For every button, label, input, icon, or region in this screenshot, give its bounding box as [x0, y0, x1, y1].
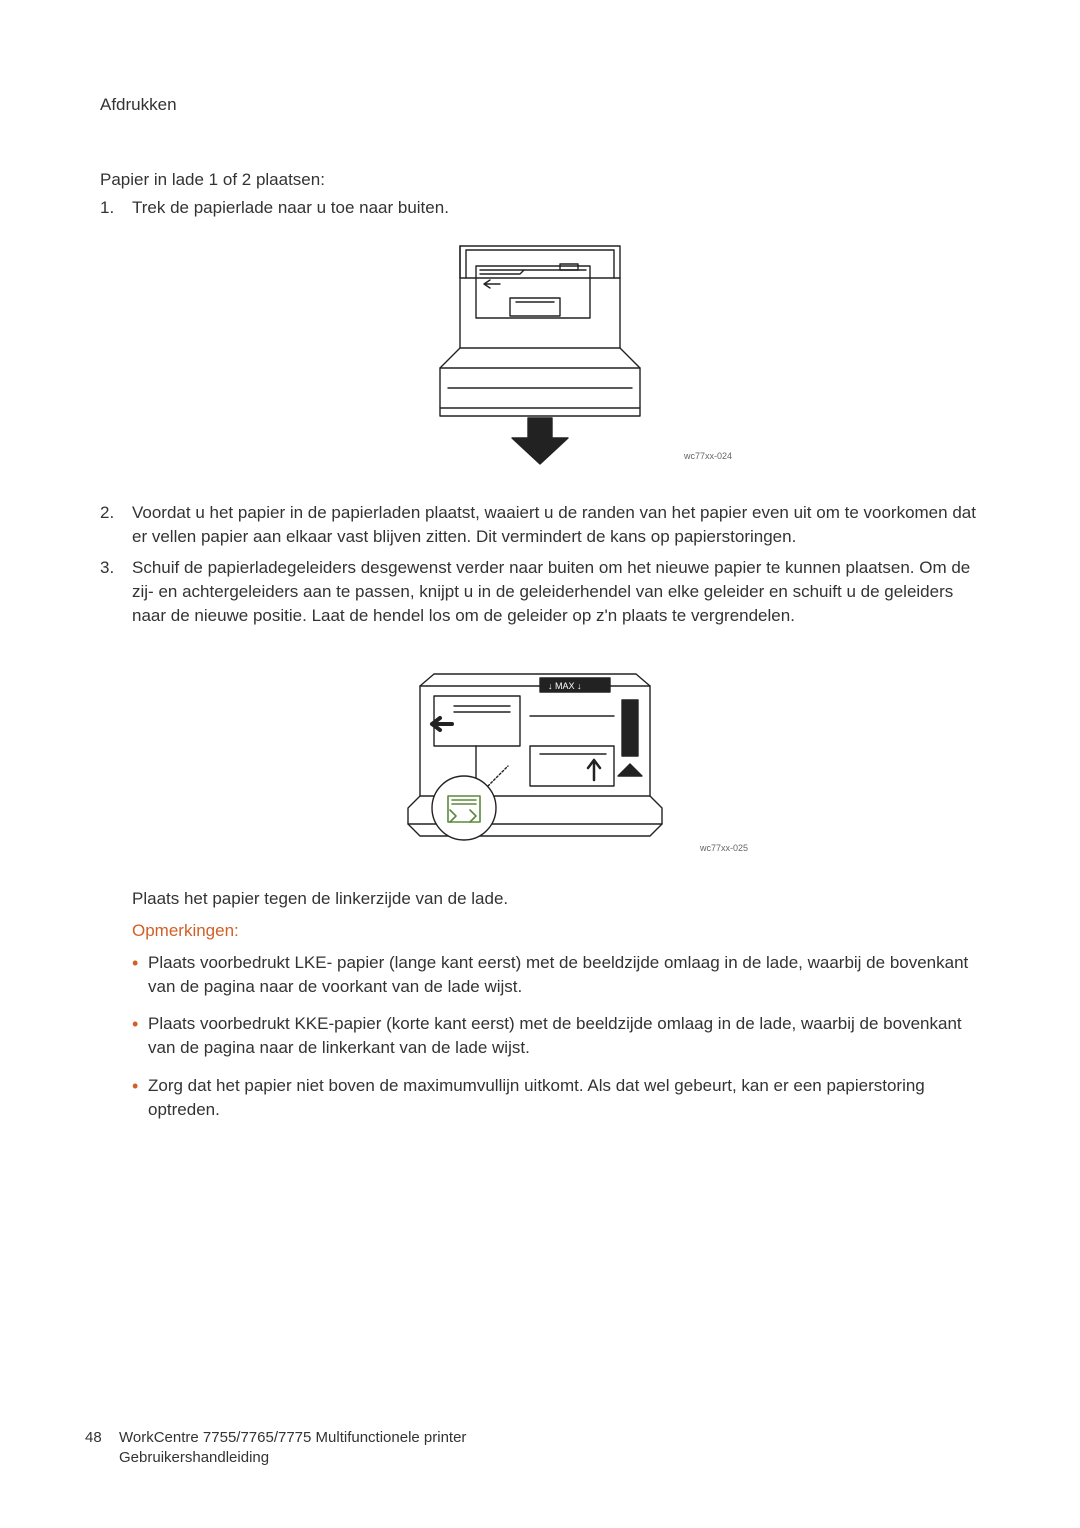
- svg-text:↓ MAX ↓: ↓ MAX ↓: [548, 681, 582, 691]
- intro-text: Papier in lade 1 of 2 plaatsen:: [100, 170, 980, 190]
- notes-heading: Opmerkingen:: [100, 921, 980, 941]
- section-header: Afdrukken: [100, 95, 980, 115]
- figure-1: wc77xx-024: [100, 238, 980, 473]
- tray-diagram-2-icon: ↓ MAX ↓: [390, 646, 690, 856]
- page-number: 48: [85, 1428, 119, 1448]
- figure-2-caption: wc77xx-025: [700, 843, 748, 853]
- note-2: Plaats voorbedrukt KKE-papier (korte kan…: [132, 1012, 980, 1060]
- steps-list: Trek de papierlade naar u toe naar buite…: [100, 196, 980, 220]
- post-figure-text: Plaats het papier tegen de linkerzijde v…: [100, 889, 980, 909]
- figure-1-caption: wc77xx-024: [684, 451, 732, 461]
- note-1: Plaats voorbedrukt LKE- papier (lange ka…: [132, 951, 980, 999]
- notes-list: Plaats voorbedrukt LKE- papier (lange ka…: [100, 951, 980, 1122]
- footer-line-2: Gebruikershandleiding: [119, 1449, 269, 1466]
- page-footer: 48WorkCentre 7755/7765/7775 Multifunctio…: [85, 1428, 466, 1469]
- step-1: Trek de papierlade naar u toe naar buite…: [100, 196, 980, 220]
- note-3: Zorg dat het papier niet boven de maximu…: [132, 1074, 980, 1122]
- step-2: Voordat u het papier in de papierladen p…: [100, 501, 980, 549]
- figure-2: ↓ MAX ↓: [100, 646, 980, 861]
- steps-list-cont: Voordat u het papier in de papierladen p…: [100, 501, 980, 628]
- footer-line-1: WorkCentre 7755/7765/7775 Multifunctione…: [119, 1429, 466, 1446]
- step-3: Schuif de papierladegeleiders desgewenst…: [100, 556, 980, 627]
- tray-diagram-1-icon: [410, 238, 670, 468]
